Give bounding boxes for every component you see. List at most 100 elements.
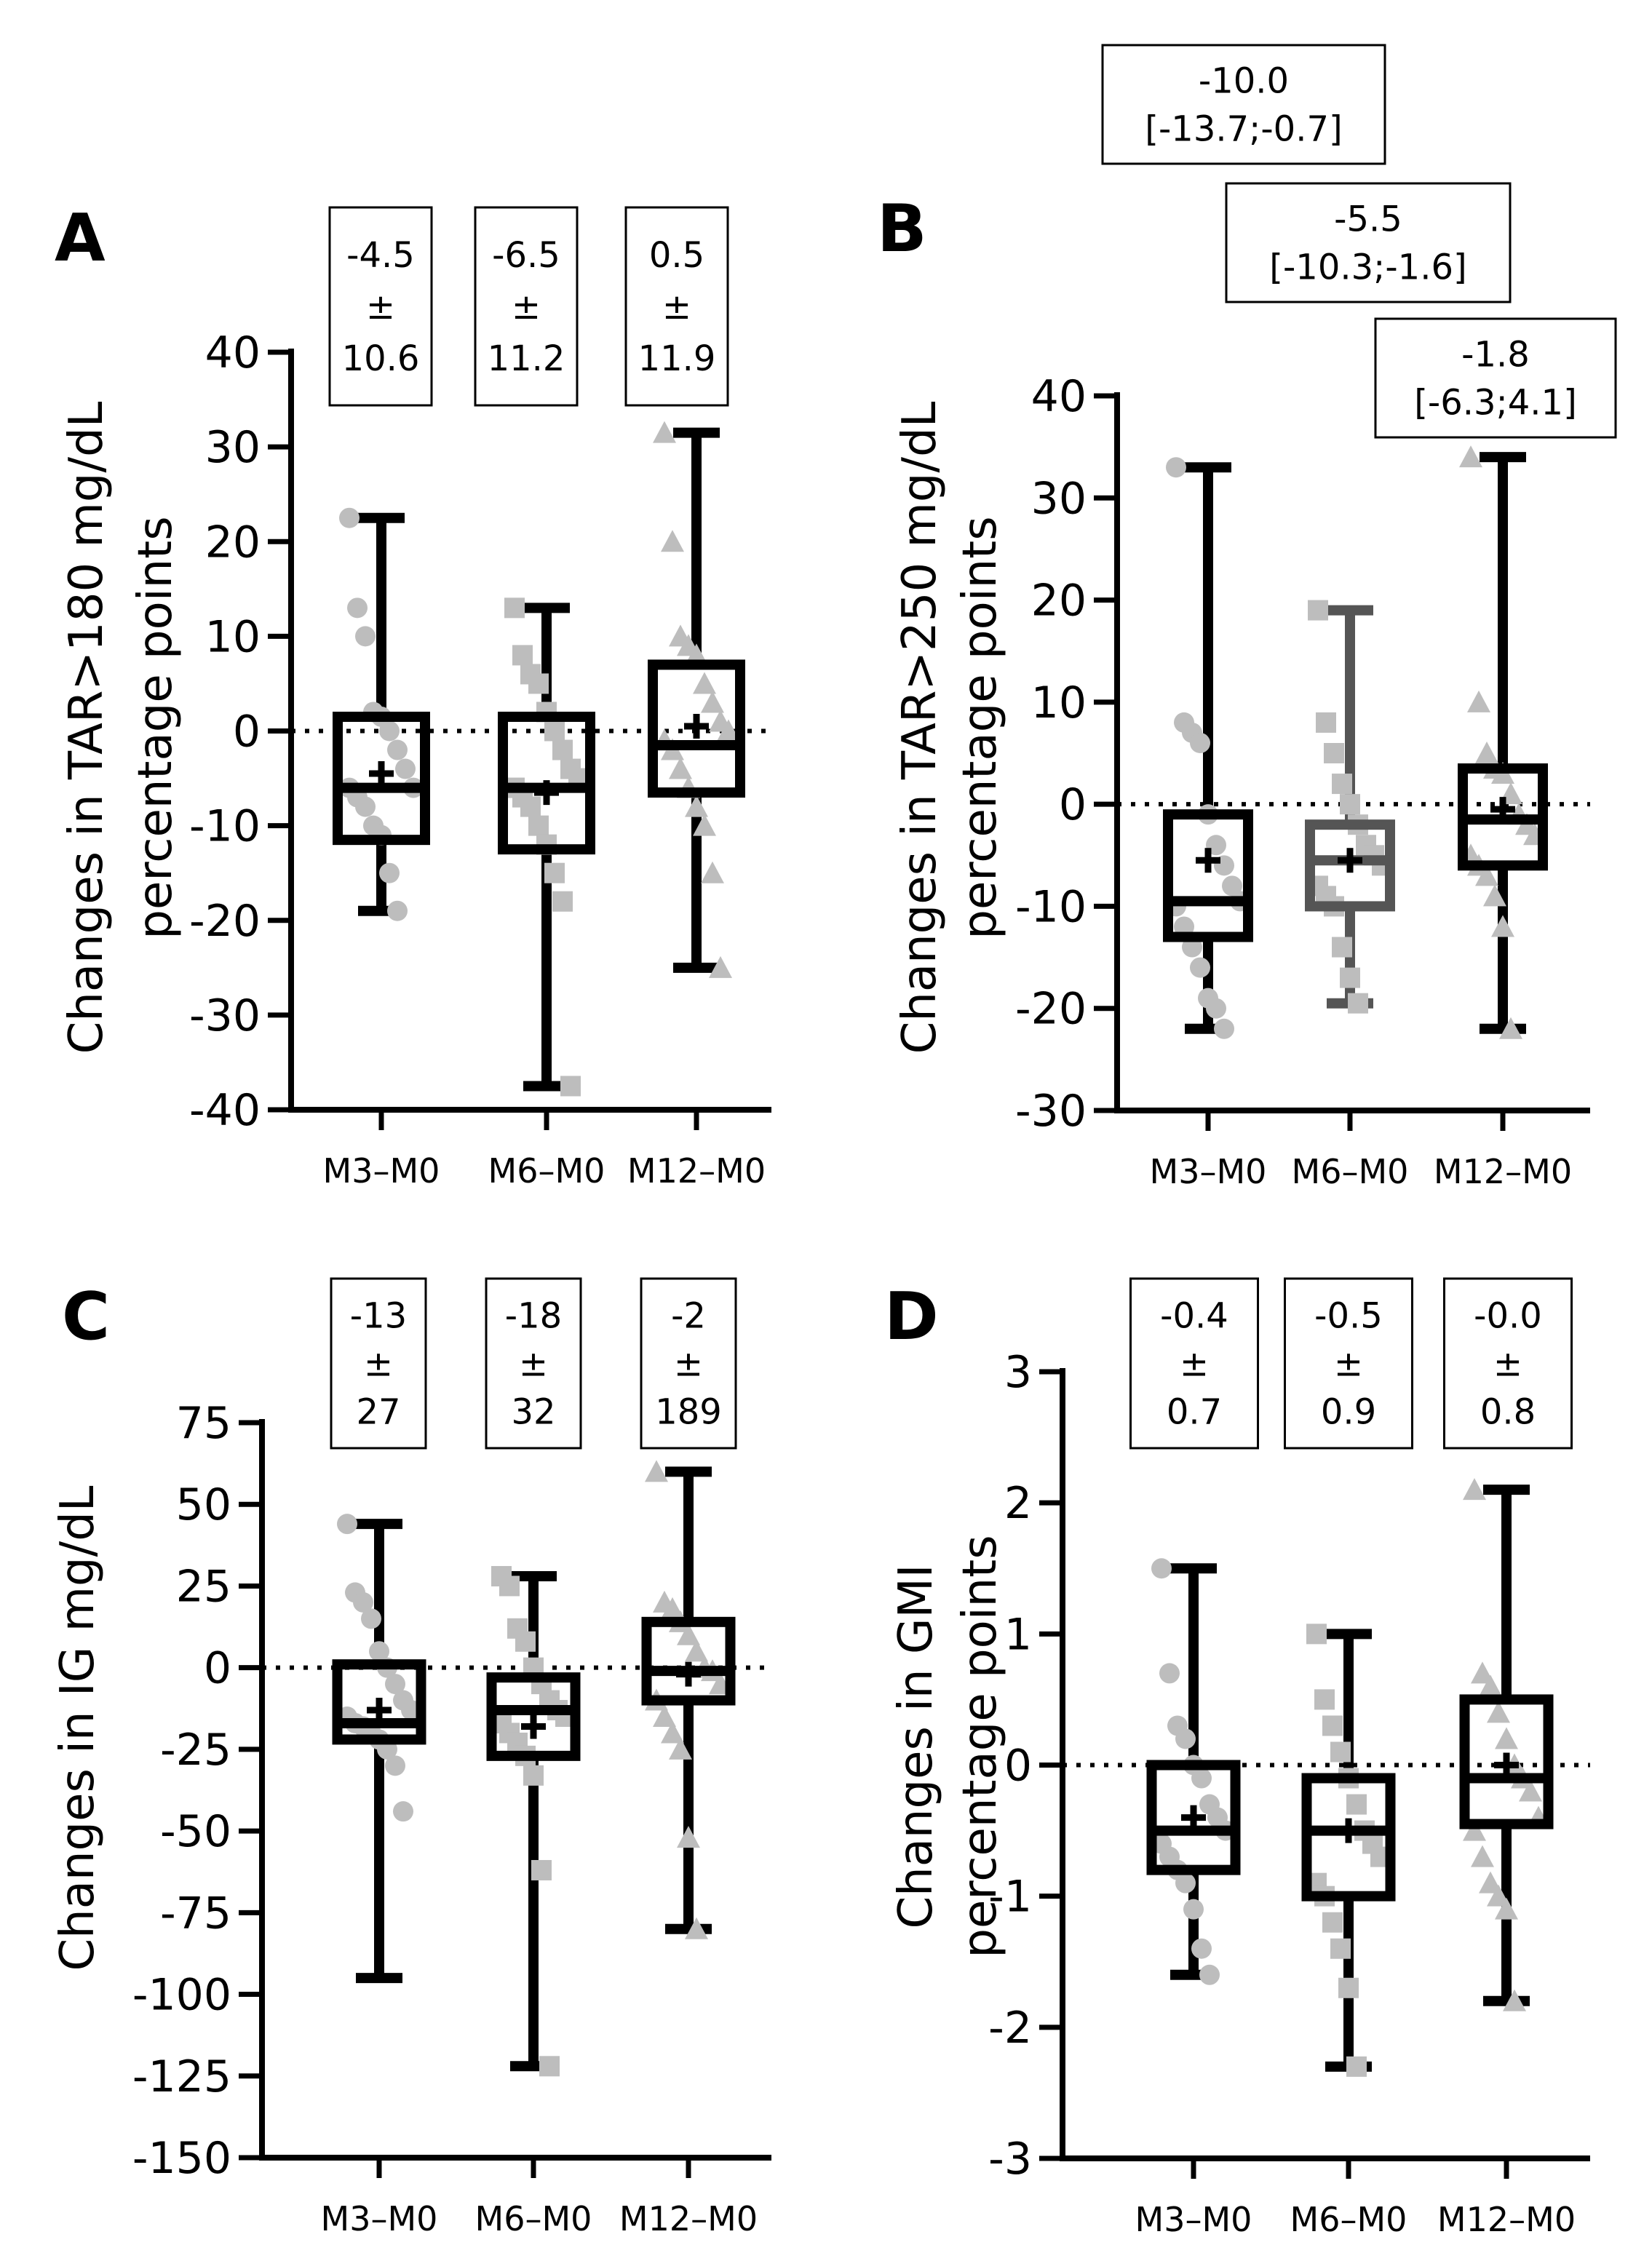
y-tick-label: 30 [1031,473,1087,524]
data-point [1191,1938,1212,1959]
y-tick-label: -20 [1015,984,1087,1035]
y-tick-label: 20 [205,517,261,568]
data-point [1324,743,1344,763]
y-tick-label: 0 [1059,779,1087,830]
data-point [1175,1872,1196,1894]
data-point [539,2056,560,2077]
iqr-box [1146,1760,1241,1875]
annotation-box [330,1277,427,1450]
data-point [1495,1727,1518,1749]
data-point [512,645,533,666]
data-point [1348,993,1368,1014]
data-point [1463,1478,1486,1501]
y-tick-label: -125 [132,2051,231,2102]
data-point [1483,884,1506,907]
data-point [1330,1938,1351,1959]
x-category-label: M6–M0 [488,1151,605,1191]
x-category-label: M3–M0 [1150,1152,1267,1191]
y-tick-label: -40 [189,1085,261,1136]
data-point [1487,1884,1510,1907]
data-point [369,1641,389,1662]
data-point [339,507,360,528]
data-point [685,1917,708,1939]
data-point [393,1801,413,1822]
annotation-text: 189 [655,1392,722,1433]
annotation-box [1101,44,1386,165]
data-point [1471,1661,1494,1684]
annotation-text: -0.0 [1474,1296,1542,1337]
annotation-text: -5.5 [1334,199,1402,240]
annotation-text: ± [1180,1344,1209,1385]
iqr-box [1163,809,1253,942]
annotation-text: -6.5 [492,235,560,276]
data-point [1487,1701,1510,1723]
data-point [677,1826,700,1848]
data-point [1519,1779,1542,1802]
data-point [1308,600,1328,621]
data-point [387,900,408,921]
annotation-text: -2 [671,1296,706,1337]
data-point [717,719,740,742]
data-point [1191,1768,1212,1789]
data-point [504,597,525,619]
x-category-label: M6–M0 [475,2199,592,2238]
data-point [693,672,716,694]
data-point [1306,1624,1327,1645]
annotation-text: -13 [350,1296,407,1337]
annotation-text: ± [512,287,541,327]
y-tick-label: 2 [1004,1478,1032,1529]
data-point [1206,998,1226,1019]
data-point [361,1608,381,1629]
data-point [528,815,549,836]
annotation-text: 11.9 [638,338,716,379]
annotation-text: 11.2 [488,338,565,379]
y-tick-label: 40 [205,327,261,378]
data-point [1182,937,1202,958]
data-point [1222,875,1242,897]
annotation-text: 0.8 [1480,1392,1536,1433]
y-tick-label: 30 [205,422,261,473]
data-point [1346,1794,1367,1815]
y-tick-label: 75 [176,1398,231,1449]
x-category-label: M12–M0 [619,2199,758,2238]
data-point [1475,864,1498,886]
y-tick-label: -10 [189,801,261,852]
y-tick-label: -25 [160,1725,231,1776]
iqr-box [1305,819,1395,912]
annotation-box [1443,1277,1573,1450]
data-point [1330,1741,1351,1763]
x-category-label: M12–M0 [1434,1152,1572,1191]
iqr-box [333,711,430,846]
y-axis-label: Changes in IG mg/dL [51,1485,105,1971]
data-point [387,739,408,760]
panel-letter-b: B [877,191,927,267]
data-point [653,1705,676,1727]
data-point [544,862,565,883]
data-point [1332,774,1352,795]
annotation-text: 27 [356,1392,400,1433]
data-point [552,891,573,912]
y-tick-label: -3 [988,2134,1032,2185]
data-point [1340,967,1360,988]
data-point [701,861,724,883]
y-tick-label: -1 [988,1872,1032,1923]
y-tick-label: -30 [1015,1086,1087,1137]
data-point [1463,1819,1486,1841]
data-point [1340,794,1360,815]
data-point [685,1640,708,1662]
annotation-text: ± [674,1344,703,1385]
y-axis-label-line-2: percentage points [953,516,1007,939]
data-point [1183,1899,1204,1920]
annotation-text: [-6.3;4.1] [1414,383,1577,424]
data-point [1479,1674,1502,1697]
annotation-text: ± [1493,1344,1522,1385]
annotation-box [1374,317,1617,439]
annotation-text: -0.4 [1160,1296,1228,1337]
data-point [385,1755,405,1776]
annotation-text: -4.5 [346,235,415,276]
annotation-text: [-13.7;-0.7] [1145,109,1342,150]
data-point [1322,1715,1343,1736]
panel-b: B 40 30 20 10 0 -10 -20 -30 M3–M0 M6–M0 M12–M0 Chan… [877,44,1617,1191]
y-axis-label: Changes in TAR>250 mg/dL [893,401,947,1054]
panel-a: A 40 30 20 10 0 -10 -20 -30 -40 M3–M0 M6–M0 M12–M0 C… [55,200,771,1191]
